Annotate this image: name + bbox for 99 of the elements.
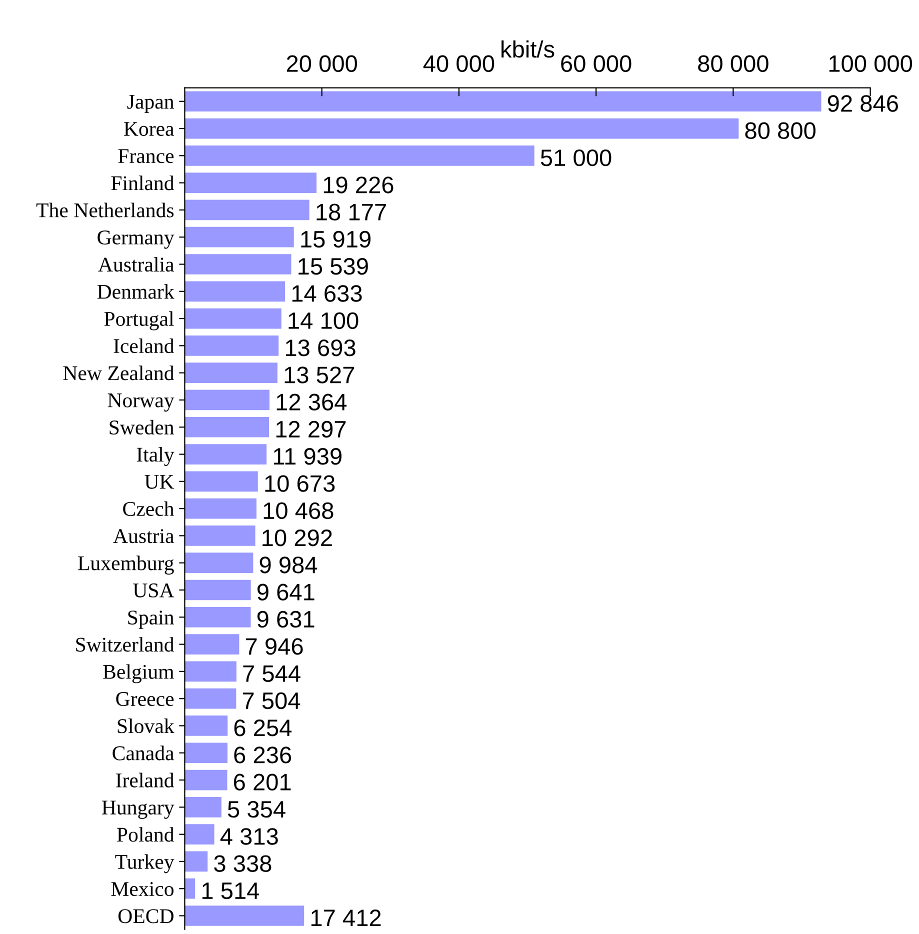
data-label: 3 338 — [214, 855, 272, 872]
data-label: 10 673 — [265, 475, 335, 492]
bar — [184, 634, 240, 654]
x-tick-label: 20 000 — [286, 55, 358, 72]
bar — [184, 552, 254, 574]
bar — [184, 416, 270, 438]
bar — [184, 362, 278, 384]
bar — [184, 580, 251, 600]
bar — [184, 226, 294, 248]
data-label: 19 226 — [324, 176, 394, 194]
y-tick-label: USA — [133, 583, 174, 598]
data-label: 9 631 — [257, 610, 314, 628]
bar — [184, 336, 279, 356]
data-label: 13 527 — [284, 366, 354, 384]
y-tick-label: Austria — [113, 529, 174, 544]
x-tick-label: 60 000 — [561, 55, 632, 72]
y-tick-label: UK — [144, 475, 174, 489]
data-label: 6 254 — [234, 720, 292, 736]
data-label: 9 984 — [260, 556, 318, 574]
data-label: 80 800 — [745, 122, 816, 140]
y-tick-label: Germany — [98, 230, 174, 249]
bar — [184, 498, 256, 519]
bar — [184, 661, 236, 682]
x-axis-title: kbit/s — [502, 40, 554, 58]
y-tick-label: Greece — [116, 692, 174, 706]
data-label: 10 468 — [264, 502, 334, 520]
bar — [184, 471, 258, 492]
y-tick-label: OECD — [118, 909, 174, 924]
y-tick-label: Slovak — [118, 718, 174, 734]
bar — [184, 91, 822, 112]
y-tick-label: Poland — [117, 827, 174, 842]
bar — [184, 172, 317, 193]
y-tick-label: Belgium — [103, 664, 174, 684]
data-label: 14 100 — [288, 312, 358, 330]
y-tick-label: Canada — [112, 746, 174, 760]
bar — [184, 796, 222, 818]
y-tick-label: Switzerland — [76, 637, 174, 652]
y-tick-label: France — [118, 149, 174, 164]
x-tick-label: 100 000 — [829, 55, 912, 72]
bar — [184, 200, 310, 220]
data-label: 7 504 — [242, 692, 300, 710]
y-tick-label: Mexico — [111, 882, 174, 896]
y-tick-label: Czech — [123, 501, 174, 516]
y-tick-label: Norway — [108, 394, 174, 412]
y-tick-label: Korea — [124, 122, 174, 136]
bar — [184, 688, 236, 709]
y-tick-label: Finland — [111, 176, 174, 190]
y-tick-label: Denmark — [97, 284, 174, 299]
data-label: 15 919 — [301, 230, 371, 248]
data-label: 92 846 — [828, 95, 898, 112]
bar — [184, 281, 286, 302]
data-label: 1 514 — [202, 882, 260, 900]
bar — [184, 716, 228, 736]
y-tick-label: New Zealand — [63, 366, 174, 380]
bar — [184, 254, 292, 274]
bar — [184, 770, 228, 790]
data-label: 10 292 — [262, 529, 332, 546]
bar — [184, 308, 282, 329]
data-label: 17 412 — [311, 910, 381, 926]
data-label: 6 201 — [234, 774, 291, 791]
data-label: 5 354 — [228, 800, 286, 818]
bar — [184, 742, 228, 764]
data-label: 14 633 — [292, 285, 362, 302]
y-tick-label: Hungary — [102, 800, 174, 819]
data-label: 12 297 — [276, 420, 346, 438]
data-label: 7 544 — [243, 665, 300, 682]
y-tick-label: Australia — [98, 257, 174, 272]
data-label: 6 236 — [234, 746, 292, 764]
bar — [184, 851, 208, 872]
y-tick-label: Sweden — [110, 420, 174, 435]
bar — [184, 145, 534, 166]
data-label: 13 693 — [286, 339, 356, 356]
y-tick-label: Italy — [136, 447, 174, 466]
data-label: 11 939 — [274, 448, 342, 465]
y-tick-label: Japan — [127, 94, 174, 114]
bar — [184, 526, 256, 546]
y-tick-label: Iceland — [114, 338, 174, 354]
x-tick-label: 80 000 — [698, 55, 768, 72]
bar — [184, 118, 739, 139]
data-label: 18 177 — [316, 204, 386, 220]
bar — [184, 878, 196, 899]
y-tick-label: Ireland — [116, 772, 174, 788]
data-label: 9 641 — [257, 584, 314, 601]
data-label: 12 364 — [276, 394, 347, 410]
y-tick-label: Turkey — [115, 854, 174, 874]
data-label: 51 000 — [540, 149, 612, 166]
bar — [184, 906, 304, 926]
bar — [184, 824, 214, 844]
data-label: 15 539 — [298, 258, 368, 275]
data-label: 4 313 — [220, 828, 278, 845]
y-tick-label: The Netherlands — [36, 202, 174, 218]
bar — [184, 444, 267, 464]
y-tick-label: Luxemburg — [78, 556, 174, 575]
data-label: 7 946 — [246, 638, 303, 655]
bar — [184, 390, 270, 410]
y-tick-label: Portugal — [104, 311, 174, 330]
bar — [184, 606, 251, 628]
x-tick-label: 40 000 — [423, 55, 494, 72]
y-tick-label: Spain — [128, 610, 174, 629]
